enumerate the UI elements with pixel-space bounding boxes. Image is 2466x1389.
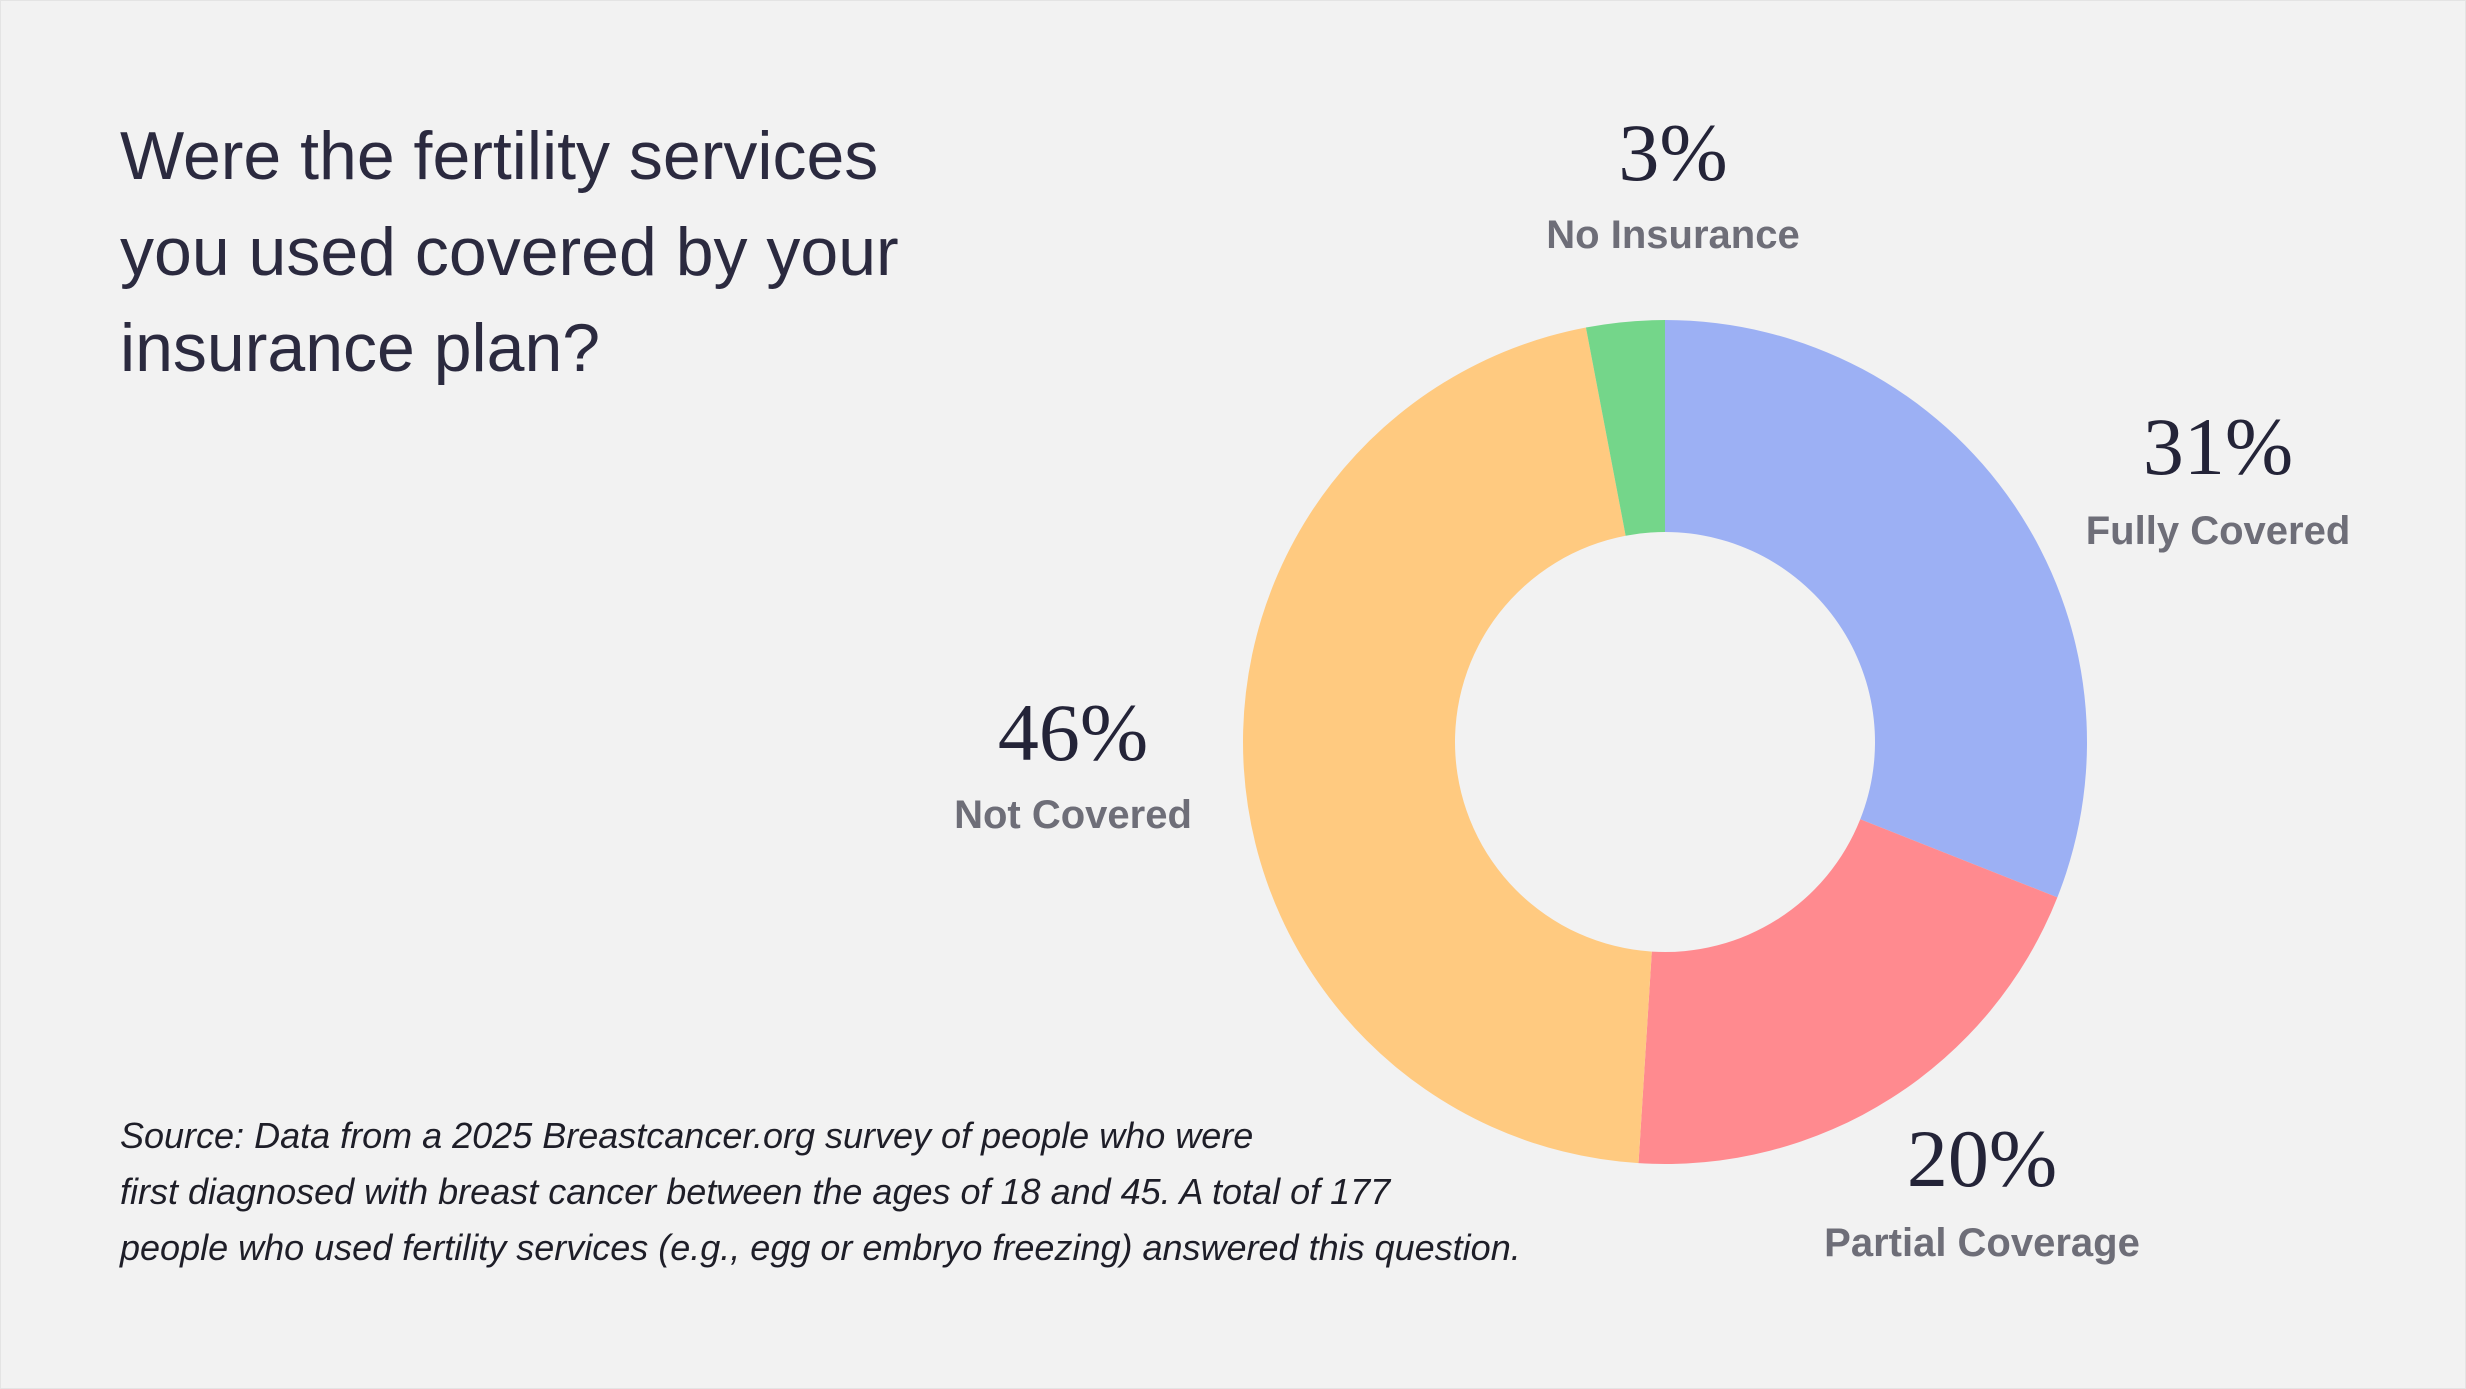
slice-label-no-insurance: No Insurance bbox=[1546, 213, 1799, 257]
source-line-2: first diagnosed with breast cancer betwe… bbox=[120, 1171, 1391, 1212]
donut-slices bbox=[1243, 320, 2087, 1164]
slice-value-partial-coverage: 20% bbox=[1907, 1113, 2057, 1204]
slice-label-fully-covered: Fully Covered bbox=[2086, 509, 2351, 553]
slice-value-not-covered: 46% bbox=[998, 687, 1148, 778]
slice-value-no-insurance: 3% bbox=[1618, 107, 1727, 198]
title-line-3: insurance plan? bbox=[120, 310, 601, 386]
slice-fully-covered bbox=[1665, 320, 2087, 898]
source-line-3: people who used fertility services (e.g.… bbox=[120, 1227, 1521, 1268]
slice-label-not-covered: Not Covered bbox=[954, 793, 1192, 837]
slice-not-covered bbox=[1243, 327, 1652, 1164]
title-line-2: you used covered by your bbox=[120, 214, 899, 290]
slice-labels: 31% Fully Covered 20% Partial Coverage 46% No… bbox=[954, 107, 2350, 1265]
slice-value-fully-covered: 31% bbox=[2143, 401, 2293, 492]
slice-no-insurance bbox=[1585, 320, 1665, 536]
slice-partial-coverage bbox=[1638, 819, 2058, 1164]
source-note: Source: Data from a 2025 Breastcancer.or… bbox=[120, 1108, 1620, 1276]
title-line-1: Were the fertility services bbox=[120, 118, 879, 194]
chart-title: Were the fertility services you used cov… bbox=[120, 108, 1000, 396]
slice-label-partial-coverage: Partial Coverage bbox=[1824, 1221, 2140, 1265]
source-line-1: Source: Data from a 2025 Breastcancer.or… bbox=[120, 1115, 1254, 1156]
